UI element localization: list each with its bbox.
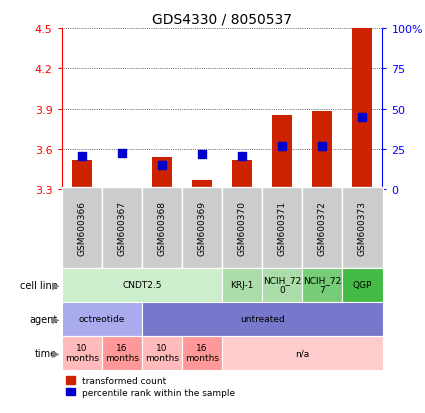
Text: 10
months: 10 months [145,343,179,362]
Bar [182,188,222,268]
Text: octreotide: octreotide [79,314,125,323]
Bar [142,336,182,370]
Text: GSM600367: GSM600367 [117,200,126,255]
Bar [222,268,262,302]
Text: n/a: n/a [295,348,309,357]
Bar [142,188,182,268]
Text: GSM600371: GSM600371 [278,200,287,255]
Point [198,152,205,158]
Bar [182,336,222,370]
Point [78,153,85,160]
Text: QGP: QGP [353,280,372,290]
Text: NCIH_72
0: NCIH_72 0 [263,275,301,294]
Text: GSM600369: GSM600369 [198,200,207,255]
Point [359,114,366,121]
Point [159,162,165,169]
Text: cell line: cell line [20,280,57,290]
Bar [62,336,102,370]
Text: NCIH_72
7: NCIH_72 7 [303,275,341,294]
Text: ▶: ▶ [52,280,60,290]
Bar [312,112,332,190]
Text: GSM600373: GSM600373 [358,200,367,255]
Point [119,150,125,157]
Bar [62,302,142,336]
Legend: transformed count, percentile rank within the sample: transformed count, percentile rank withi… [66,376,235,397]
Bar [222,336,382,370]
Text: untreated: untreated [240,314,285,323]
Text: KRJ-1: KRJ-1 [230,280,254,290]
Text: GSM600366: GSM600366 [77,200,86,255]
Text: agent: agent [29,314,57,324]
Bar [192,180,212,190]
Bar [62,268,222,302]
Bar [142,302,382,336]
Text: 16
months: 16 months [185,343,219,362]
Bar [102,188,142,268]
Bar [72,160,92,190]
Point [239,153,246,160]
Bar [222,188,262,268]
Bar [62,188,102,268]
Point [279,144,286,150]
Bar [152,158,172,190]
Bar [352,29,372,190]
Bar [232,160,252,190]
Bar [302,188,343,268]
Bar [112,188,132,190]
Bar [302,268,343,302]
Text: GSM600368: GSM600368 [157,200,167,255]
Point [319,144,326,150]
Text: ▶: ▶ [52,348,60,358]
Text: ▶: ▶ [52,314,60,324]
Bar [272,116,292,190]
Text: CNDT2.5: CNDT2.5 [122,280,162,290]
Bar [262,268,302,302]
Bar [343,268,382,302]
Text: GSM600370: GSM600370 [238,200,246,255]
Text: GSM600372: GSM600372 [318,200,327,255]
Text: time: time [35,348,57,358]
Text: 10
months: 10 months [65,343,99,362]
Text: 16
months: 16 months [105,343,139,362]
Title: GDS4330 / 8050537: GDS4330 / 8050537 [152,12,292,26]
Bar [102,336,142,370]
Bar [262,188,302,268]
Bar [343,188,382,268]
